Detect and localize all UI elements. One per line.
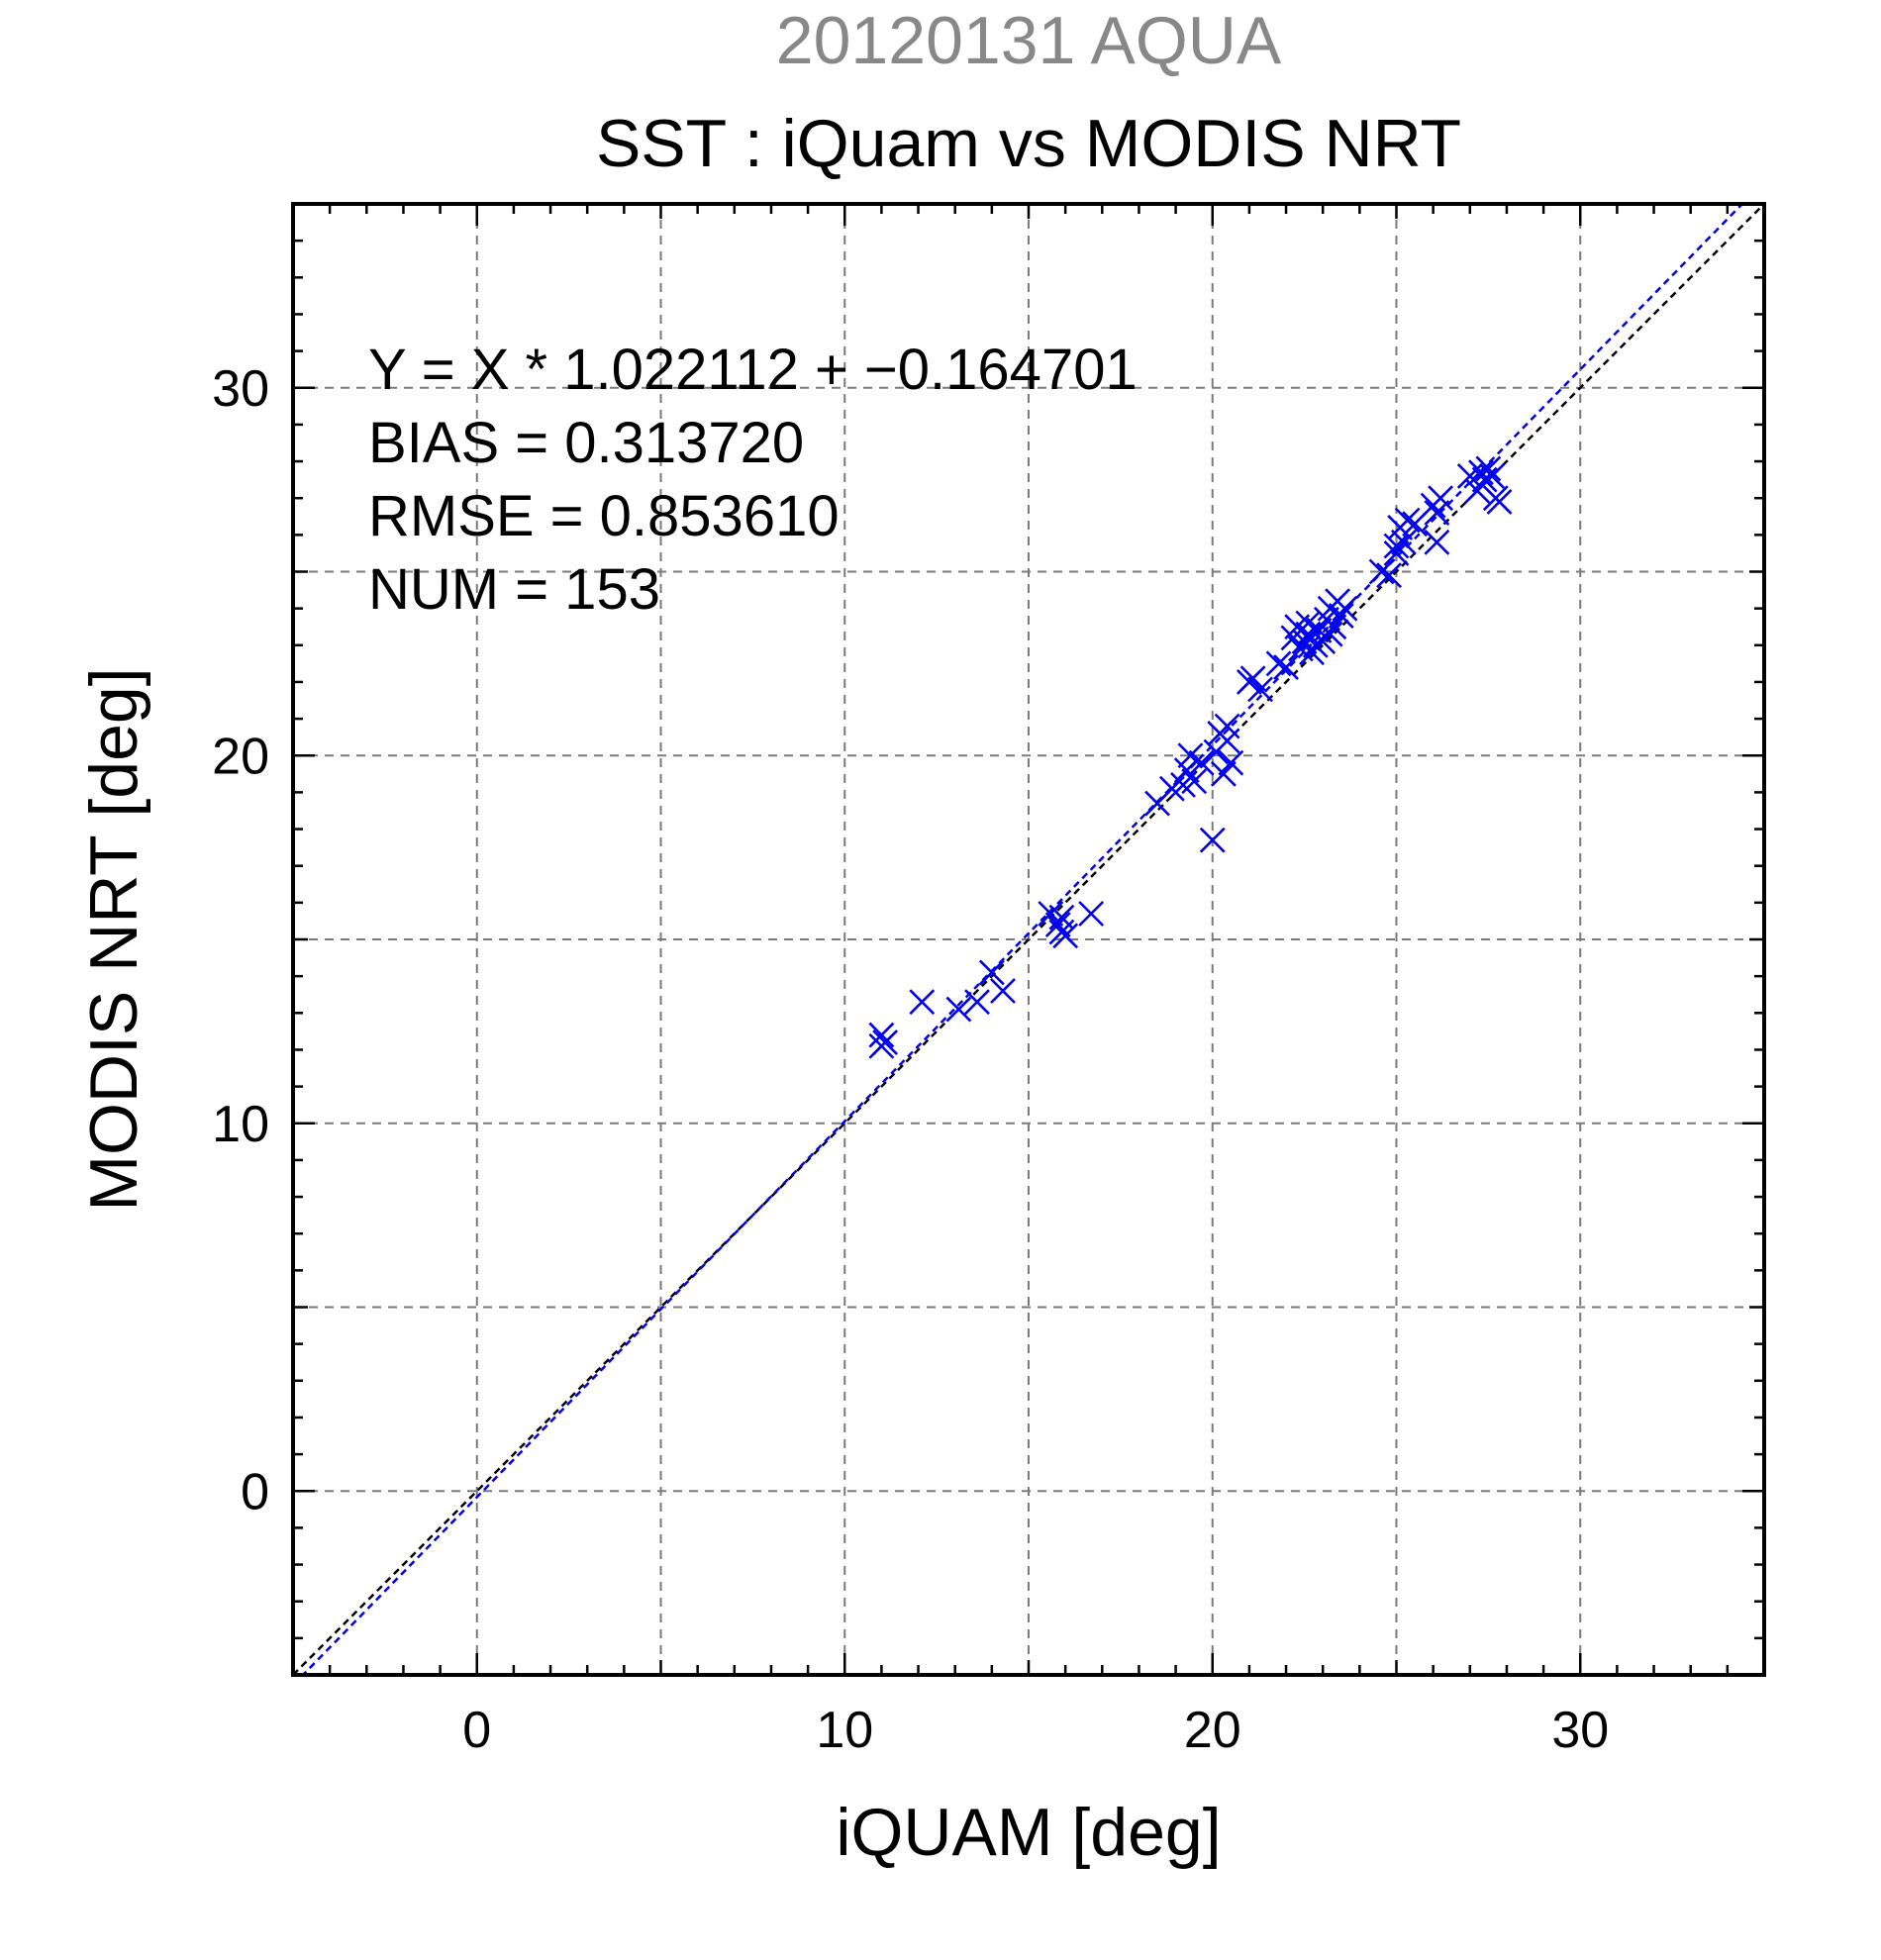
data-point — [1214, 728, 1240, 754]
stat-rmse: RMSE = 0.853610 — [368, 484, 840, 548]
data-point — [1214, 713, 1240, 739]
data-point — [1239, 665, 1266, 692]
y-tick-label: 20 — [212, 728, 269, 785]
identity-line — [293, 204, 1764, 1675]
x-tick-label: 10 — [816, 1702, 873, 1759]
data-points — [868, 455, 1513, 1059]
data-point — [1273, 654, 1299, 681]
data-point — [1173, 757, 1200, 784]
x-tick-labels: 0 10 20 30 — [462, 1702, 1609, 1759]
data-point — [1317, 621, 1343, 647]
data-point — [909, 989, 936, 1016]
x-tick-label: 20 — [1184, 1702, 1241, 1759]
data-point — [1247, 676, 1273, 703]
stat-bias: BIAS = 0.313720 — [368, 411, 804, 475]
data-point — [872, 1029, 899, 1055]
data-point — [978, 959, 1005, 986]
data-point — [1391, 529, 1417, 555]
data-point — [1048, 904, 1075, 931]
data-point — [1479, 462, 1506, 489]
data-point — [1321, 614, 1347, 640]
stat-equation: Y = X * 1.022112 + −0.164701 — [368, 338, 1138, 402]
data-point — [1383, 533, 1410, 559]
y-tick-label: 0 — [241, 1463, 269, 1520]
data-point — [1210, 760, 1237, 787]
data-point — [1376, 562, 1402, 589]
data-point — [1181, 768, 1208, 795]
fit-line — [301, 204, 1744, 1675]
data-point — [1332, 595, 1358, 622]
data-point — [1486, 488, 1513, 515]
data-point — [868, 1022, 895, 1048]
regression-stats: Y = X * 1.022112 + −0.164701 BIAS = 0.31… — [368, 338, 1138, 622]
data-point — [1218, 749, 1244, 776]
reference-lines — [293, 204, 1764, 1675]
stat-num: NUM = 153 — [368, 557, 660, 622]
data-point — [1177, 742, 1204, 769]
data-point — [1368, 558, 1395, 585]
data-point — [945, 996, 972, 1023]
data-point — [1078, 901, 1105, 927]
chart-subtitle: 20120131 AQUA — [776, 3, 1282, 78]
data-point — [1188, 749, 1215, 776]
data-point — [990, 978, 1016, 1004]
data-point — [1424, 529, 1450, 555]
data-point — [964, 989, 990, 1016]
plot-frame — [291, 202, 1766, 1677]
data-point — [1295, 610, 1322, 637]
chart-title: SST : iQuam vs MODIS NRT — [596, 106, 1461, 181]
x-tick-label: 30 — [1551, 1702, 1609, 1759]
x-axis-label: iQUAM [deg] — [836, 1795, 1221, 1870]
data-point — [1383, 540, 1410, 566]
data-point — [1424, 500, 1450, 526]
y-axis-label: MODIS NRT [deg] — [76, 667, 151, 1211]
grid-lines — [293, 204, 1764, 1675]
y-tick-labels: 0 10 20 30 — [212, 360, 269, 1521]
data-point — [1044, 912, 1071, 938]
data-point — [1199, 827, 1226, 853]
data-point — [1428, 485, 1453, 512]
y-tick-label: 10 — [212, 1096, 269, 1153]
data-point — [1265, 650, 1292, 677]
data-point — [1328, 603, 1354, 629]
data-point — [1394, 507, 1421, 534]
y-tick-label: 30 — [212, 360, 269, 418]
x-tick-label: 0 — [462, 1702, 491, 1759]
data-point — [1475, 455, 1502, 482]
